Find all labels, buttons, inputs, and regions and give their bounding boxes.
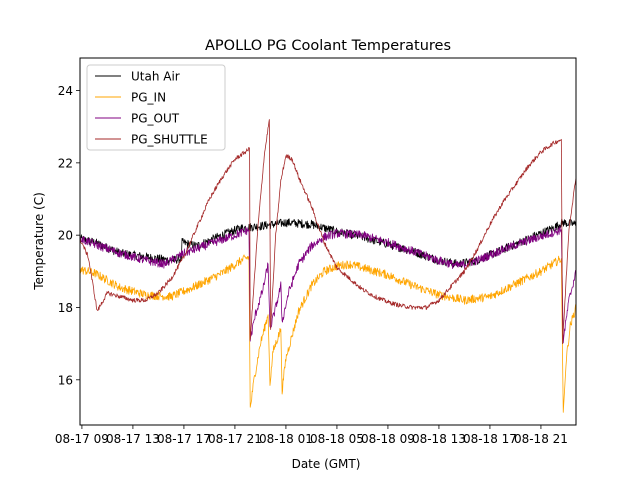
x-tick-label: 08-17 21 xyxy=(208,432,262,446)
x-tick-label: 08-18 21 xyxy=(514,432,568,446)
x-tick-label: 08-17 09 xyxy=(55,432,109,446)
legend-label-pg-in: PG_IN xyxy=(131,91,166,105)
legend-label-pg-out: PG_OUT xyxy=(131,112,180,126)
series-line-pg-out xyxy=(80,225,576,344)
x-tick-label: 08-18 09 xyxy=(361,432,415,446)
x-tick-label: 08-17 13 xyxy=(106,432,160,446)
plot-frame xyxy=(79,57,577,426)
chart-title: APOLLO PG Coolant Temperatures xyxy=(205,38,451,54)
series-layer xyxy=(80,119,576,413)
series-line-pg-in xyxy=(80,254,576,413)
x-tick-label: 08-17 17 xyxy=(157,432,211,446)
legend-label-utah-air: Utah Air xyxy=(131,70,180,84)
legend-box xyxy=(86,64,226,151)
x-tick-label: 08-18 05 xyxy=(310,432,364,446)
legend: Utah Air PG_IN PG_OUT PG_SHUTTLE xyxy=(86,64,226,151)
x-tick-label: 08-18 01 xyxy=(259,432,313,446)
y-tick-label: 22 xyxy=(58,156,73,170)
y-axis-label: Temperature (C) xyxy=(32,192,46,291)
y-tick-label: 18 xyxy=(58,301,73,315)
legend-label-pg-shuttle: PG_SHUTTLE xyxy=(131,133,208,147)
y-tick-label: 20 xyxy=(58,229,73,243)
y-tick-label: 16 xyxy=(58,373,73,387)
y-axis: 16 18 20 22 24 xyxy=(58,84,80,387)
x-tick-label: 08-18 13 xyxy=(412,432,466,446)
y-tick-label: 24 xyxy=(58,84,73,98)
x-axis-label: Date (GMT) xyxy=(292,457,361,471)
series-line-pg-shuttle xyxy=(80,119,576,345)
x-tick-label: 08-18 17 xyxy=(463,432,517,446)
